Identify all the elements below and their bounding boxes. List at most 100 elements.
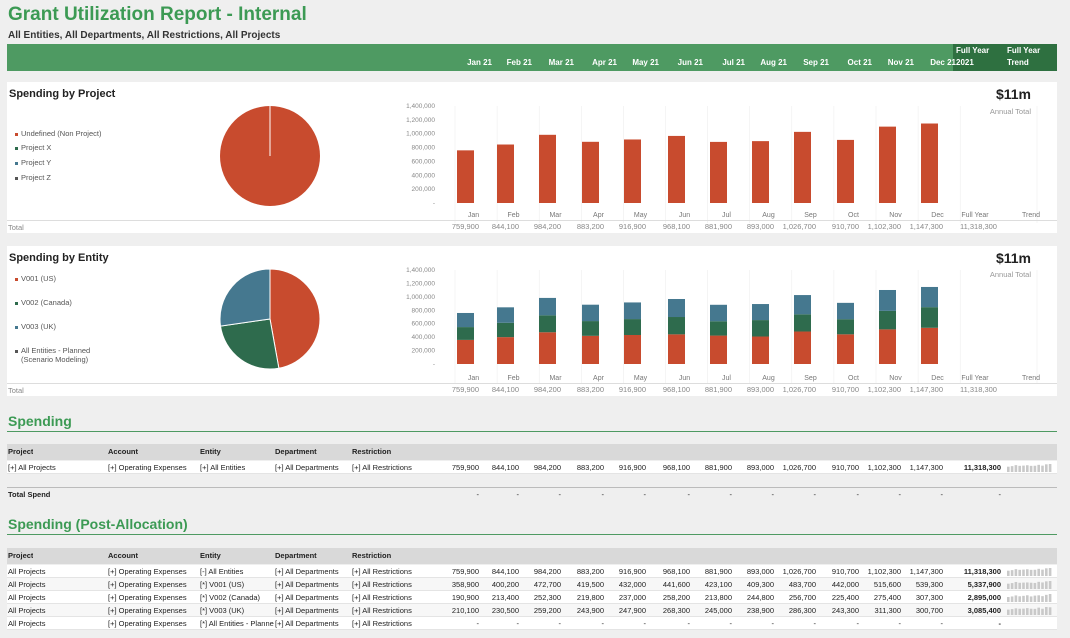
y-tick-label: 1,000,000 [406, 294, 435, 301]
cell-value: 286,300 [788, 606, 816, 615]
column-header[interactable]: Entity [200, 447, 221, 456]
column-header[interactable]: Project [8, 551, 34, 560]
y-tick-label: 600,000 [412, 321, 436, 328]
total-spend-value: - [729, 490, 733, 499]
cell-restriction[interactable]: [+] All Restrictions [352, 619, 412, 628]
spending-by-entity-panel: Spending by Entity V001 (US) V002 (Canada… [7, 246, 1057, 396]
bar-mar-0 [539, 332, 556, 364]
cell-value: 358,900 [451, 580, 479, 589]
cell-value: 916,900 [618, 567, 646, 576]
cell-project: All Projects [8, 606, 46, 615]
cell-value: 238,900 [746, 606, 774, 615]
project-chart: 1,400,000 1,200,000 1,000,000 800,000 600,00… [220, 103, 1040, 223]
cell-entity[interactable]: [-] All Entities [200, 567, 244, 576]
cell-department[interactable]: [+] All Departments [275, 593, 339, 602]
cell-department[interactable]: [+] All Departments [275, 463, 339, 472]
bar-jul-0 [710, 335, 727, 364]
full-year-total: 11,318,300 [960, 222, 997, 231]
month-header-bar: Jan 21 Feb 21 Mar 21 Apr 21 May 21 Jun 21 Jul … [7, 44, 1057, 71]
cell-value: - [687, 619, 691, 628]
spark-bar [1045, 607, 1048, 615]
spark-bar [1029, 596, 1033, 602]
bar-feb-0 [497, 337, 514, 364]
cell-account[interactable]: [+] Operating Expenses [108, 619, 187, 628]
cell-entity[interactable]: [*] V003 (UK) [200, 606, 245, 615]
spark-bar [1018, 608, 1021, 615]
column-header[interactable]: Account [108, 551, 138, 560]
spark-bar [1045, 568, 1048, 576]
cell-restriction[interactable]: [+] All Restrictions [352, 567, 412, 576]
total-value: 910,700 [831, 385, 859, 394]
x-tick-label: Sep [804, 375, 817, 382]
table-row[interactable]: All Projects [+] Operating Expenses [*] V0… [7, 591, 1057, 604]
spark-bar [1026, 608, 1029, 615]
cell-restriction[interactable]: [+] All Restrictions [352, 580, 412, 589]
x-tick-label: Sep [804, 212, 817, 219]
cell-value: 275,400 [873, 593, 901, 602]
total-value: 1,026,700 [782, 222, 816, 231]
cell-account[interactable]: [+] Operating Expenses [108, 567, 187, 576]
cell-value: 244,800 [746, 593, 774, 602]
total-label: Total [8, 386, 24, 395]
column-header[interactable]: Restriction [352, 551, 392, 560]
bar-feb-0 [497, 144, 514, 203]
legend-swatch [15, 349, 18, 353]
cell-account[interactable]: [+] Operating Expenses [108, 593, 187, 602]
cell-entity[interactable]: [*] All Entities - Planned (Scenario Mod… [200, 619, 274, 628]
cell-entity[interactable]: [+] All Entities [200, 463, 246, 472]
spark-bar [1014, 581, 1018, 589]
cell-department[interactable]: [+] All Departments [275, 580, 339, 589]
cell-account[interactable]: [+] Operating Expenses [108, 463, 187, 472]
column-header[interactable]: Restriction [352, 447, 392, 456]
annual-total-value: $11m [995, 250, 1031, 266]
bar-jun-1 [668, 317, 685, 335]
y-tick-label: 400,000 [412, 334, 436, 341]
table-row[interactable]: All Projects [+] Operating Expenses [*] Al… [7, 617, 1057, 630]
column-header[interactable]: Entity [200, 551, 221, 560]
cell-full-year: 5,337,900 [967, 580, 1001, 589]
spark-bar [1018, 596, 1021, 602]
legend-label: Project Y [21, 158, 52, 167]
total-value: 1,147,300 [909, 385, 943, 394]
cell-entity[interactable]: [*] V001 (US) [200, 580, 245, 589]
legend-swatch [15, 325, 18, 329]
cell-account[interactable]: [+] Operating Expenses [108, 580, 187, 589]
column-header[interactable]: Project [8, 447, 34, 456]
table-row[interactable]: All Projects [+] Operating Expenses [*] V0… [7, 578, 1057, 591]
cell-value: 893,000 [746, 463, 774, 472]
cell-restriction[interactable]: [+] All Restrictions [352, 593, 412, 602]
column-header[interactable]: Department [275, 551, 317, 560]
column-header[interactable]: Department [275, 447, 317, 456]
cell-account[interactable]: [+] Operating Expenses [108, 606, 187, 615]
cell-department[interactable]: [+] All Departments [275, 606, 339, 615]
cell-value: 230,500 [491, 606, 519, 615]
column-header[interactable]: Account [108, 447, 138, 456]
post-allocation-table-header: Project Account Entity Department Restrictio… [7, 548, 1057, 564]
spark-bar [1018, 569, 1021, 576]
cell-restriction[interactable]: [+] All Restrictions [352, 463, 412, 472]
spark-bar [1033, 465, 1037, 472]
cell-department[interactable]: [+] All Departments [275, 567, 339, 576]
cell-value: - [898, 619, 902, 628]
cell-value: 441,600 [662, 580, 690, 589]
cell-value: 237,000 [618, 593, 646, 602]
bar-jul-2 [710, 304, 727, 322]
table-row[interactable]: All Projects [+] Operating Expenses [*] V0… [7, 604, 1057, 617]
cell-department[interactable]: [+] All Departments [275, 619, 339, 628]
spark-bar [1033, 608, 1037, 615]
x-tick-label-full-year: Full Year [961, 212, 989, 219]
x-tick-label: Apr [593, 375, 605, 382]
legend-label: Project Z [21, 173, 52, 182]
bar-sep-2 [794, 295, 811, 315]
cell-value: 759,900 [451, 567, 479, 576]
cell-value: 883,200 [576, 567, 604, 576]
spark-bar [1022, 465, 1025, 472]
cell-value: 225,400 [831, 593, 859, 602]
cell-value: - [771, 619, 775, 628]
bar-dec-2 [921, 286, 938, 308]
table-row[interactable]: All Projects [+] Operating Expenses [-] Al… [7, 565, 1057, 578]
cell-entity[interactable]: [*] V002 (Canada) [200, 593, 261, 602]
table-row[interactable]: [+] All Projects [+] Operating Expenses [+… [7, 461, 1057, 474]
cell-value: 268,300 [662, 606, 690, 615]
cell-restriction[interactable]: [+] All Restrictions [352, 606, 412, 615]
